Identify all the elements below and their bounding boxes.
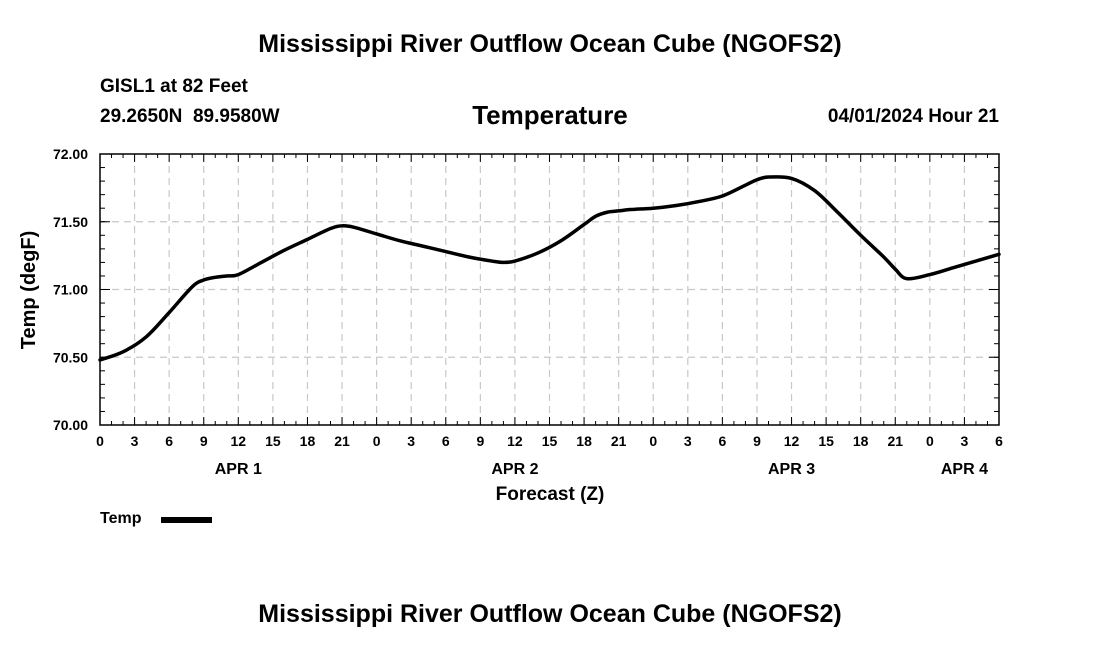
x-tick-label: 0 <box>96 433 104 449</box>
x-tick-label: 3 <box>684 433 692 449</box>
y-tick-label: 70.00 <box>53 417 88 433</box>
x-tick-label: 15 <box>265 433 281 449</box>
forecast-datetime: 04/01/2024 Hour 21 <box>827 106 999 127</box>
x-tick-label: 18 <box>300 433 316 449</box>
y-tick-label: 70.50 <box>53 349 88 365</box>
day-label: APR 3 <box>768 461 815 478</box>
day-label: APR 4 <box>941 461 988 478</box>
x-tick-label: 3 <box>407 433 415 449</box>
variable-title: Temperature <box>472 100 628 130</box>
axis-tick-labels: 0 3 6 9 12 15 18 21 0 3 6 9 12 15 18 21 0 3 6 9 12 15 18 21 0 3 6 7… <box>53 146 1003 478</box>
station-coordinates: 29.2650N 89.9580W <box>100 106 280 127</box>
x-tick-label: 9 <box>753 433 761 449</box>
x-tick-label: 18 <box>853 433 869 449</box>
y-tick-label: 71.50 <box>53 214 88 230</box>
axis-ticks <box>99 153 1000 426</box>
x-tick-label: 6 <box>718 433 726 449</box>
x-tick-label: 15 <box>542 433 558 449</box>
x-tick-label: 12 <box>231 433 247 449</box>
x-tick-label: 6 <box>442 433 450 449</box>
footer-title: Mississippi River Outflow Ocean Cube (NG… <box>258 600 842 628</box>
y-tick-label: 72.00 <box>53 146 88 162</box>
y-tick-label: 71.00 <box>53 282 88 298</box>
legend-label: Temp <box>100 510 142 527</box>
x-tick-label: 6 <box>995 433 1003 449</box>
x-tick-label: 6 <box>165 433 173 449</box>
station-label: GISL1 at 82 Feet <box>100 76 248 97</box>
x-tick-label: 9 <box>200 433 208 449</box>
temp-series-line <box>98 175 1001 362</box>
x-tick-label: 3 <box>131 433 139 449</box>
chart-title: Mississippi River Outflow Ocean Cube (NG… <box>258 30 842 58</box>
x-tick-label: 0 <box>649 433 657 449</box>
day-label: APR 2 <box>491 461 538 478</box>
x-tick-label: 12 <box>507 433 523 449</box>
legend-line-swatch <box>161 517 212 523</box>
x-tick-label: 15 <box>818 433 834 449</box>
x-tick-label: 0 <box>926 433 934 449</box>
x-tick-label: 12 <box>784 433 800 449</box>
x-tick-label: 3 <box>961 433 969 449</box>
x-tick-label: 18 <box>576 433 592 449</box>
x-axis-label: Forecast (Z) <box>496 484 605 505</box>
x-tick-label: 21 <box>611 433 627 449</box>
x-tick-label: 9 <box>476 433 484 449</box>
y-axis-label: Temp (degF) <box>18 231 40 350</box>
x-tick-label: 21 <box>887 433 903 449</box>
day-label: APR 1 <box>215 461 262 478</box>
x-tick-label: 21 <box>334 433 350 449</box>
grid-lines <box>100 154 999 425</box>
x-tick-label: 0 <box>373 433 381 449</box>
